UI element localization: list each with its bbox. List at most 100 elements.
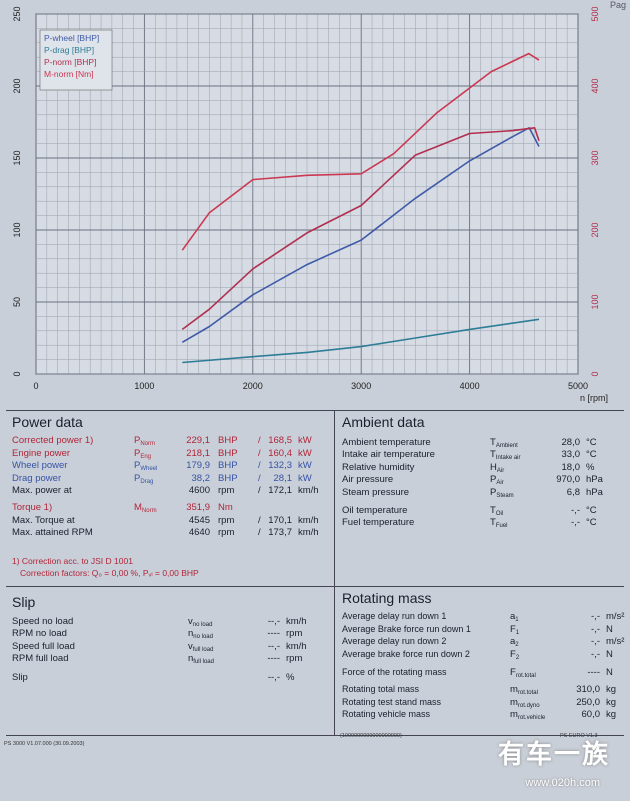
ambient-row-unit: °C: [586, 437, 597, 448]
symbol-subscript: no load: [192, 622, 213, 628]
power-row-value2: 160,4: [268, 447, 292, 459]
power-row-unit: BHP: [218, 460, 238, 472]
right-tick-label: 300: [590, 150, 600, 165]
slip-row-unit: km/h: [286, 640, 307, 652]
row-symbol: PWheel: [134, 460, 157, 472]
divider-top: [6, 410, 624, 411]
rotating-row-unit: N: [606, 648, 613, 660]
power-row-unit2: km/h: [298, 514, 319, 526]
divider-bottom: [6, 735, 624, 736]
symbol-letter: P: [134, 447, 141, 459]
symbol-subscript: 2: [515, 654, 520, 661]
slip-row-unit: %: [286, 671, 295, 683]
power-row-separator: /: [258, 435, 261, 446]
rotating-row-value: -,-: [591, 648, 600, 660]
ambient-row-label: Fuel temperature: [342, 517, 415, 529]
x-tick-label: 1000: [134, 381, 154, 391]
symbol-subscript: rot.dyno: [517, 702, 540, 709]
symbol-subscript: rot.vehicle: [517, 715, 546, 722]
slip-row-label: Slip: [12, 671, 28, 683]
left-tick-label: 0: [12, 371, 22, 376]
symbol-subscript: full load: [193, 659, 214, 666]
row-symbol: TFuel: [490, 517, 507, 529]
symbol-subscript: 2: [515, 642, 519, 649]
watermark-text: 有车一族: [497, 739, 610, 769]
symbol-subscript: full load: [192, 646, 214, 653]
power-row-value: 38,2: [191, 472, 211, 484]
slip-row-label: Speed full load: [12, 640, 75, 652]
symbol-letter: T: [490, 449, 496, 461]
power-row-value2: 28,1: [273, 472, 293, 484]
row-symbol: TAmbient: [490, 437, 518, 449]
symbol-subscript: Norm: [141, 508, 157, 514]
power-row-value: 351,9: [186, 502, 210, 513]
power-row-unit2: km/h: [298, 485, 319, 497]
symbol-subscript: Drag: [140, 478, 154, 485]
rotating-row-value: -,-: [591, 623, 600, 635]
row-symbol: mrot.vehicle: [510, 709, 545, 721]
symbol-letter: P: [134, 460, 141, 472]
symbol-subscript: Eng: [140, 453, 152, 460]
symbol-subscript: Intake air: [495, 455, 521, 462]
symbol-letter: T: [490, 437, 496, 448]
x-tick-label: 2000: [243, 381, 263, 391]
row-symbol: TIntake air: [490, 449, 521, 461]
left-tick-label: 50: [12, 297, 22, 307]
watermark-url: www.020h.com: [525, 777, 600, 789]
power-row-unit: rpm: [218, 514, 235, 526]
symbol-subscript: Fuel: [495, 523, 508, 530]
power-row-label: Torque 1): [12, 502, 53, 513]
power-row-separator: /: [258, 514, 261, 526]
power-row-unit: BHP: [218, 435, 238, 446]
ambient-row-value: 18,0: [561, 461, 581, 473]
row-symbol: TOil: [490, 505, 503, 517]
power-row-unit: BHP: [218, 472, 238, 484]
ambient-row-value: -,-: [571, 517, 580, 529]
symbol-letter: n: [188, 653, 194, 665]
ambient-row-unit: °C: [586, 449, 597, 461]
series-line-2: [181, 127, 540, 331]
row-symbol: MNorm: [134, 502, 157, 514]
power-row-value2: 132,3: [268, 460, 292, 472]
slip-row-value: --,-: [267, 640, 280, 652]
right-tick-label: 400: [590, 78, 600, 93]
slip-row-label: Speed no load: [12, 616, 74, 627]
series-line-0: [181, 127, 540, 343]
ambient-row-label: Ambient temperature: [342, 437, 431, 448]
row-symbol: PNorm: [134, 435, 155, 447]
symbol-letter: T: [490, 505, 496, 516]
power-row-unit: rpm: [218, 527, 235, 539]
slip-row-unit: rpm: [286, 653, 303, 665]
power-row-separator: /: [258, 472, 261, 484]
legend-entry: P-drag [BHP]: [44, 45, 94, 55]
right-tick-label: 200: [590, 222, 600, 237]
legend-box: [39, 29, 113, 91]
row-symbol: mrot.total: [510, 684, 538, 696]
symbol-subscript: Steam: [496, 492, 514, 499]
power-row-unit2: kW: [298, 472, 312, 484]
ambient-data-title: Ambient data: [342, 414, 425, 430]
slip-row-unit: km/h: [286, 616, 307, 627]
power-row-label: Drag power: [12, 472, 62, 484]
symbol-letter: m: [510, 709, 518, 721]
rotating-mass-title: Rotating mass: [342, 590, 432, 606]
power-row-value2: 168,5: [268, 435, 292, 446]
row-symbol: PSteam: [490, 487, 514, 499]
legend-entry: P-wheel [BHP]: [44, 33, 99, 43]
rotating-row-unit: kg: [606, 684, 617, 695]
ambient-row-unit: hPa: [586, 474, 603, 486]
power-row-separator: /: [258, 460, 261, 472]
symbol-subscript: Wheel: [140, 466, 158, 473]
slip-title: Slip: [12, 594, 36, 610]
row-symbol: HAir: [490, 462, 504, 474]
slip-row-value: --,-: [267, 616, 280, 627]
symbol-subscript: Air: [496, 480, 504, 487]
left-tick-label: 150: [12, 150, 22, 165]
ambient-row-unit: hPa: [586, 486, 603, 498]
symbol-subscript: Air: [496, 467, 505, 474]
page-label: Pag: [609, 0, 626, 10]
power-row-separator: /: [258, 485, 261, 497]
symbol-letter: F: [510, 623, 516, 635]
row-symbol: a2: [510, 636, 519, 648]
ambient-row-unit: %: [586, 461, 595, 473]
